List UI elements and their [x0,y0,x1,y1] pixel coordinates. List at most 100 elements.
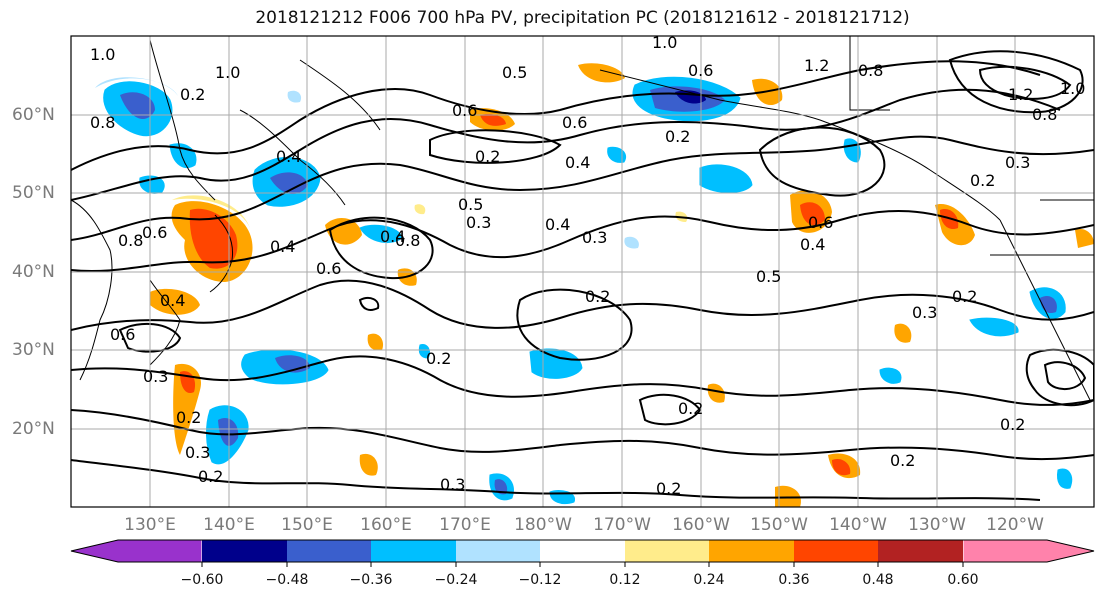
contour-label: 0.2 [475,147,500,166]
precip-patch [879,367,902,384]
precip-patch [494,479,508,495]
pv-contour [516,288,633,361]
contour-label: 0.4 [545,215,570,234]
contour-label: 0.5 [756,267,781,286]
coastline [209,214,234,293]
contour-label: 1.0 [1060,79,1085,98]
precip-patch [699,164,753,193]
precip-patch [800,202,825,226]
precip-patch [367,333,384,351]
precip-patch [414,204,426,215]
contour-label: 0.2 [426,349,451,368]
colorbar-segment [878,540,963,562]
colorbar-segment [371,540,456,562]
precip-patch [287,90,302,103]
contour-label: 1.0 [652,33,677,52]
precip-patch [480,114,506,126]
contour-labels: 1.0 0.8 1.0 0.4 0.8 0.6 0.2 0.4 0.6 0.8 … [90,33,1085,498]
contour-label: 0.3 [1005,153,1030,172]
contour-label: 0.4 [270,237,295,256]
contour-label: 1.0 [215,63,240,82]
precip-patch [624,236,639,249]
pv-contours [71,50,1094,501]
precip-patch [172,195,250,228]
contour-label: 0.2 [970,171,995,190]
contour-label: 1.2 [1008,85,1033,104]
pv-contour [358,297,380,311]
pv-contour [328,216,434,280]
colorbar-segment [625,540,709,562]
contour-label: 1.2 [804,56,829,75]
contour-label: 0.5 [502,63,527,82]
contour-label: 0.4 [276,147,301,166]
colorbar-tick-label: 0.48 [862,572,894,588]
colorbar-tick-label: 0.12 [609,572,641,588]
map-title: 2018121212 F006 700 hPa PV, precipitatio… [255,8,910,28]
contour-label: 0.4 [160,291,185,310]
pv-contour [71,355,1094,406]
contour-label: 0.3 [912,303,937,322]
lat-label: 40°N [12,262,55,282]
precip-patch [607,146,626,163]
contour-label: 0.6 [316,259,341,278]
contour-label: 0.4 [800,235,825,254]
contour-label: 0.3 [440,475,465,494]
coastline [149,39,216,201]
precip-patch [969,317,1019,337]
contour-label: 0.4 [380,227,405,246]
lon-label: 140°W [829,515,887,535]
contour-label: 0.6 [452,101,477,120]
colorbar-tick-label: 0.36 [778,572,810,588]
colorbar-tick-label: 0.60 [947,572,979,588]
pv-contour [758,126,886,197]
precip-patch [150,288,200,315]
colorbar-outline [70,539,1095,563]
contour-label: 0.8 [1032,105,1057,124]
colorbar-tick-label: −0.12 [518,572,562,588]
lon-label: 140°E [203,515,255,535]
colorbar-segment [709,540,794,562]
contour-label: 0.3 [466,213,491,232]
pv-contour [638,393,702,426]
coastline [71,199,113,381]
contour-label: 0.2 [665,127,690,146]
pv-contour [1025,348,1094,407]
coastline [299,59,381,131]
colorbar-segment [202,540,287,562]
contour-label: 0.2 [890,451,915,470]
colorbar [70,539,1095,567]
precip-patch [189,208,238,269]
map-grid [71,36,1094,507]
contour-label: 0.2 [198,467,223,486]
precip-patch [707,383,725,403]
precip-patch [270,172,308,195]
coastline [849,36,890,111]
coastline [239,109,346,206]
contour-label: 0.8 [858,61,883,80]
contour-label: 0.8 [90,113,115,132]
contour-label: 0.3 [143,367,168,386]
precip-patch [775,485,801,507]
lon-label: 160°W [672,515,730,535]
contour-label: 0.2 [656,479,681,498]
precip-patch [894,323,912,343]
contour-label: 1.0 [90,45,115,64]
coastline [149,279,181,366]
colorbar-tick-label: −0.36 [349,572,393,588]
colorbar-segments [71,540,1094,562]
contour-label: 0.6 [562,113,587,132]
colorbar-tick-label: −0.24 [434,572,478,588]
contour-label: 0.2 [180,85,205,104]
precip-patch [218,418,239,446]
colorbar-segment [71,540,202,562]
colorbar-tick-label: −0.60 [180,572,224,588]
precip-patch [359,224,403,244]
contour-label: 0.3 [582,228,607,247]
coastline [599,69,1001,221]
pv-contour [1043,361,1087,390]
contour-label: 0.6 [688,61,713,80]
coastlines [71,36,1094,401]
precip-patch [120,92,155,119]
lon-label: 150°W [750,515,808,535]
